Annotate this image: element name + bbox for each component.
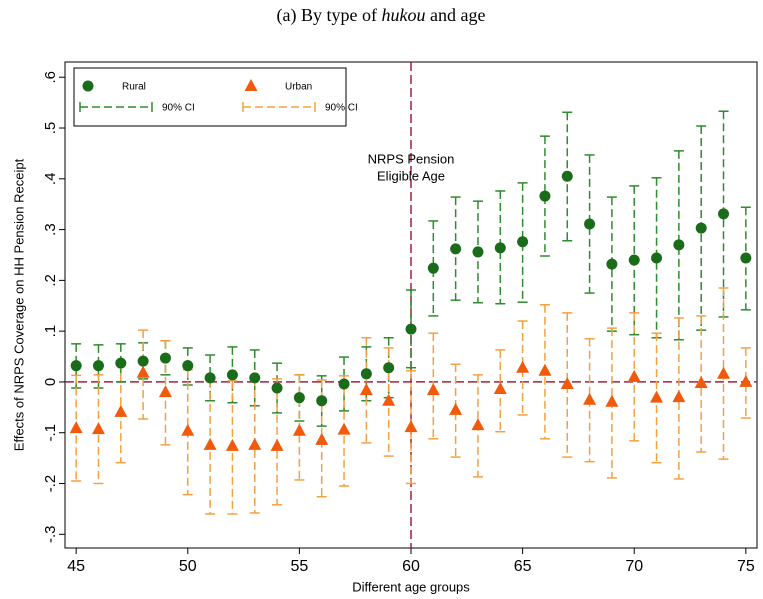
point	[359, 383, 373, 396]
point	[449, 402, 463, 415]
point	[450, 243, 462, 255]
point	[114, 404, 128, 417]
annotation: NRPS Pension	[368, 151, 455, 166]
point	[271, 382, 283, 394]
point	[694, 375, 708, 388]
y-tick-label: .4	[42, 173, 59, 186]
legend-marker	[82, 80, 94, 92]
point	[338, 378, 350, 390]
legend-marker	[244, 79, 258, 91]
point	[316, 395, 328, 407]
point	[181, 423, 195, 436]
x-tick-label: 75	[737, 558, 755, 575]
point	[538, 363, 552, 376]
point	[226, 369, 238, 381]
point	[539, 190, 551, 202]
point	[739, 374, 753, 387]
point	[605, 394, 619, 407]
point	[115, 357, 127, 369]
point	[337, 422, 351, 435]
title-word: age	[461, 5, 486, 25]
y-tick-label: .2	[42, 274, 59, 287]
legend-label: 90% CI	[162, 103, 195, 114]
point	[70, 360, 82, 372]
point	[628, 254, 640, 266]
title-word: By	[301, 5, 322, 25]
point	[672, 390, 686, 403]
point	[472, 246, 484, 258]
annotation: Eligible Age	[377, 168, 445, 183]
legend-label: Urban	[285, 82, 312, 93]
y-tick-label: 0	[42, 378, 59, 386]
point	[248, 437, 262, 450]
point	[517, 236, 529, 248]
point	[203, 437, 217, 450]
point	[293, 392, 305, 404]
point	[382, 393, 396, 406]
point	[740, 252, 752, 264]
x-axis-label: Different age groups	[352, 579, 470, 594]
y-tick-label: -.2	[42, 475, 59, 493]
point	[561, 170, 573, 182]
point	[673, 239, 685, 251]
point	[405, 323, 417, 335]
point	[516, 360, 530, 373]
point	[159, 352, 171, 364]
point	[91, 422, 105, 435]
x-tick-label: 55	[290, 558, 308, 575]
point	[471, 418, 485, 431]
point	[427, 262, 439, 274]
point	[606, 258, 618, 270]
point	[493, 382, 507, 395]
legend-box	[73, 67, 347, 127]
x-tick-label: 60	[402, 558, 420, 575]
point	[249, 372, 261, 384]
title-word: of	[362, 5, 377, 25]
point	[270, 438, 284, 451]
point	[136, 365, 150, 378]
point	[494, 242, 506, 254]
y-tick-label: -.1	[42, 424, 59, 442]
chart-title: (a) By type of hukou and age	[277, 5, 486, 26]
y-axis-label: Effects of NRPS Coverage on HH Pension R…	[11, 158, 26, 451]
point	[583, 392, 597, 405]
point	[695, 222, 707, 234]
point	[158, 385, 172, 398]
y-tick-label: .1	[42, 325, 59, 338]
point	[560, 376, 574, 389]
point	[627, 369, 641, 382]
point	[404, 420, 418, 433]
title-word: type	[327, 5, 358, 25]
y-tick-label: -.3	[42, 526, 59, 544]
title-word: hukou	[382, 5, 426, 25]
y-tick-label: .3	[42, 223, 59, 236]
point	[383, 362, 395, 374]
point	[204, 372, 216, 384]
point	[92, 360, 104, 372]
point	[584, 218, 596, 230]
point	[182, 360, 194, 372]
point	[137, 355, 149, 367]
point	[718, 208, 730, 220]
point	[315, 432, 329, 445]
legend-label: 90% CI	[325, 103, 358, 114]
y-tick-label: .5	[42, 122, 59, 135]
title-word: and	[430, 5, 456, 25]
point	[360, 368, 372, 380]
point	[225, 438, 239, 451]
point	[426, 383, 440, 396]
x-tick-label: 70	[625, 558, 643, 575]
x-tick-label: 45	[67, 558, 85, 575]
title-word: (a)	[277, 5, 297, 26]
point	[717, 366, 731, 379]
y-tick-label: .6	[42, 71, 59, 84]
point	[650, 390, 664, 403]
point	[69, 421, 83, 434]
point	[651, 252, 663, 264]
x-tick-label: 65	[514, 558, 532, 575]
point	[292, 423, 306, 436]
x-tick-label: 50	[179, 558, 197, 575]
legend-label: Rural	[122, 82, 146, 93]
